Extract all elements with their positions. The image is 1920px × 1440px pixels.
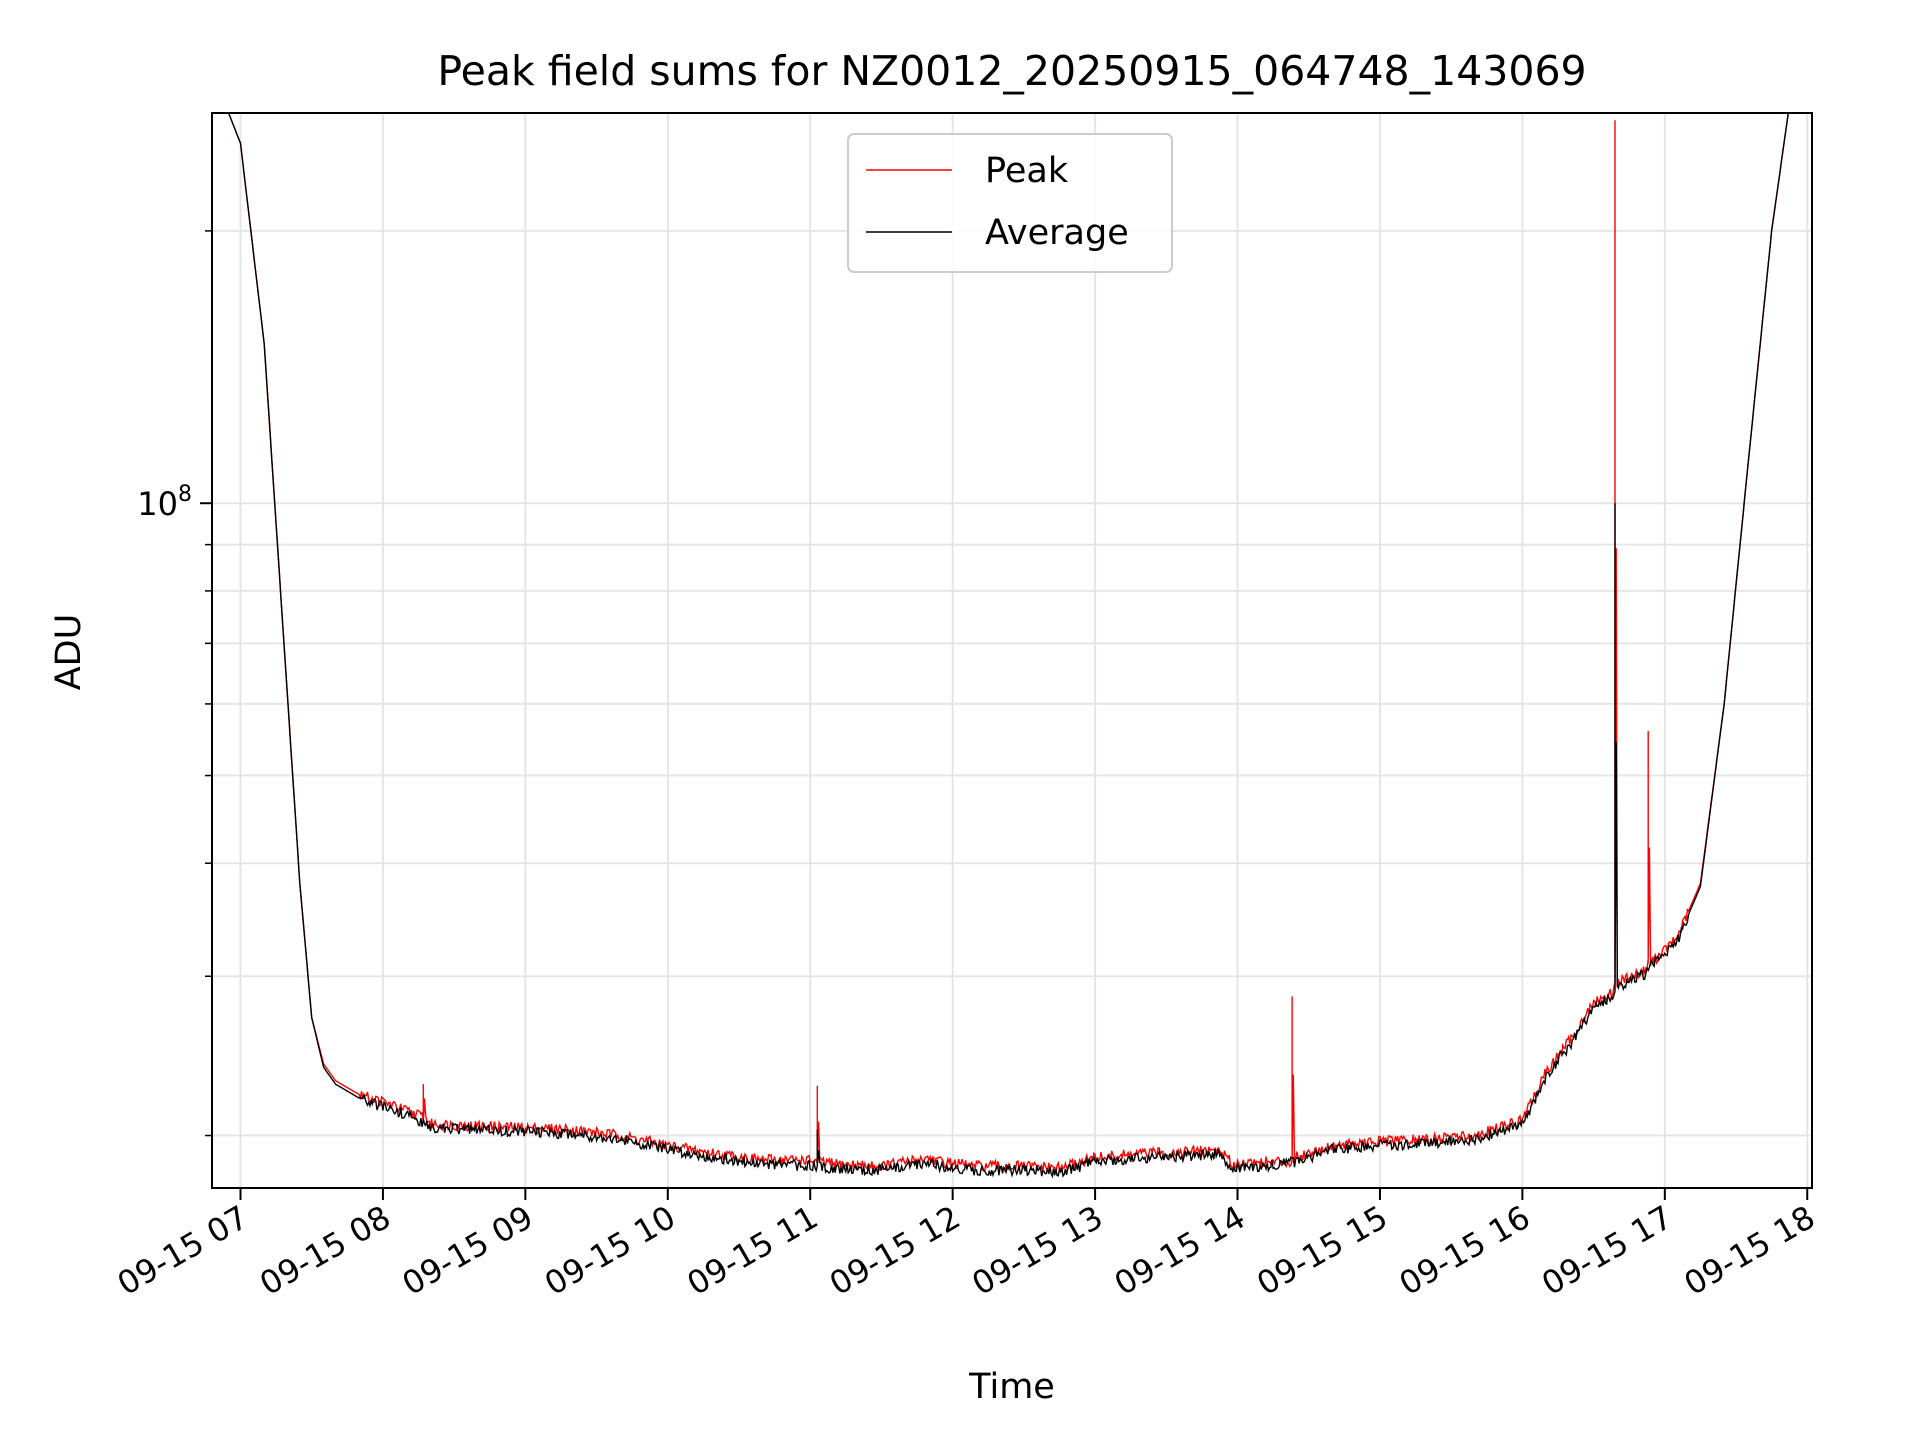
- y-axis-label: ADU: [49, 614, 89, 691]
- legend-box: [847, 133, 1173, 273]
- grid: [212, 113, 1812, 1188]
- series-layer: [212, 113, 1812, 1179]
- series-line-peak: [212, 113, 1812, 1174]
- series-line-average: [212, 113, 1812, 1179]
- legend: Peak Average: [847, 133, 1173, 273]
- legend-label-peak: Peak: [985, 151, 1069, 191]
- y-tick-label: 108: [137, 482, 192, 523]
- legend-label-average: Average: [985, 213, 1129, 253]
- chart-title: Peak field sums for NZ0012_20250915_0647…: [437, 47, 1586, 95]
- plot-frame: [211, 112, 1813, 1189]
- y-axis-ticks: 108: [137, 230, 212, 1137]
- x-axis-label: Time: [968, 1367, 1055, 1407]
